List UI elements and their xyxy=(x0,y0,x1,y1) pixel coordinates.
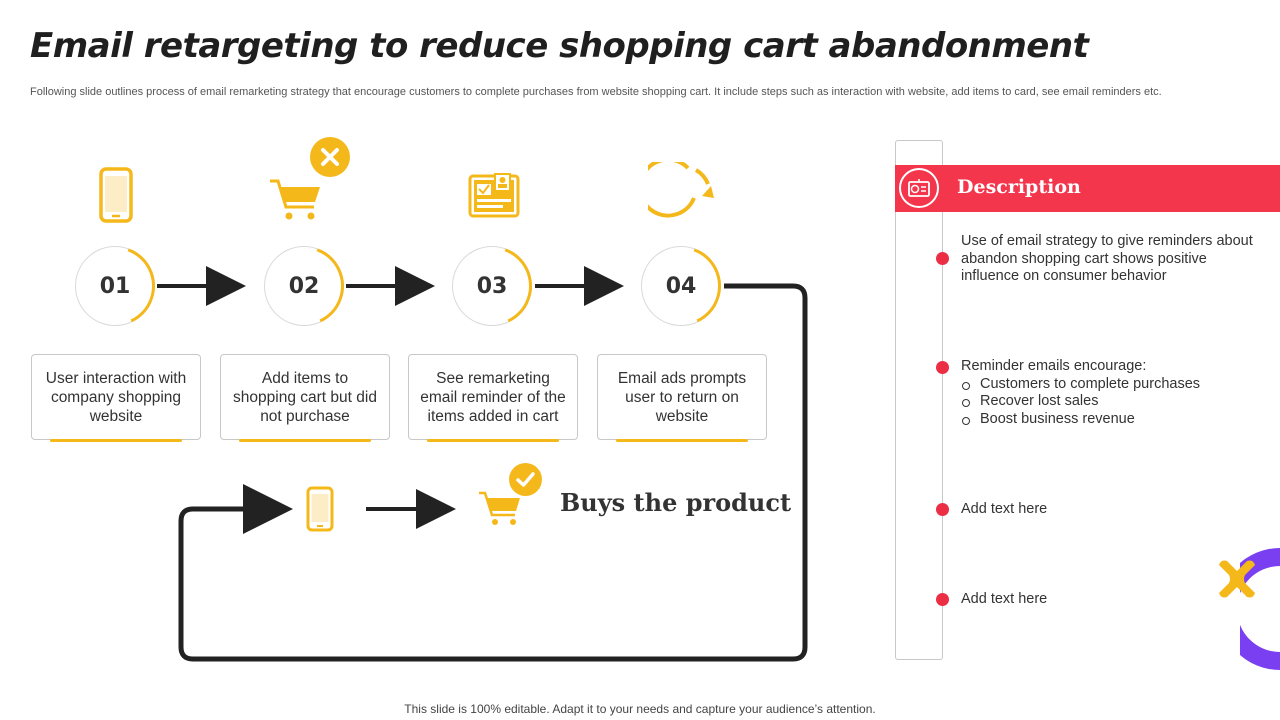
sub-list-item: Customers to complete purchases xyxy=(961,376,1261,394)
step-box-02: Add items to shopping cart but did not p… xyxy=(220,354,390,442)
description-item-2-text: Reminder emails encourage: xyxy=(961,358,1147,374)
step-number-02: 02 xyxy=(264,246,344,326)
step-box-01: User interaction with company shopping w… xyxy=(31,354,201,442)
decorative-star-shape xyxy=(1219,560,1255,598)
footer-note: This slide is 100% editable. Adapt it to… xyxy=(404,702,876,716)
check-badge-icon xyxy=(509,463,542,496)
shopping-cart-small-icon xyxy=(479,491,520,525)
description-header: Description xyxy=(895,165,1280,212)
sub-list-item: Recover lost sales xyxy=(961,393,1261,411)
step-number-03: 03 xyxy=(452,246,532,326)
description-sub-list: Customers to complete purchases Recover … xyxy=(961,376,1261,429)
step-number-04: 04 xyxy=(641,246,721,326)
email-alert-icon xyxy=(899,168,939,208)
decorative-ring-shape xyxy=(1240,548,1280,670)
bullet-dot xyxy=(936,361,949,374)
step-box-04: Email ads prompts user to return on webs… xyxy=(597,354,767,442)
close-badge-icon xyxy=(310,137,350,177)
bullet-dot xyxy=(936,252,949,265)
description-item-1: Use of email strategy to give reminders … xyxy=(961,233,1253,284)
description-item-2: Reminder emails encourage: Customers to … xyxy=(961,358,1261,428)
sub-list-item: Boost business revenue xyxy=(961,411,1261,429)
description-item-3: Add text here xyxy=(961,501,1048,517)
mobile-phone-icon xyxy=(99,167,133,223)
email-reminder-icon xyxy=(468,173,520,218)
step-box-03: See remarketing email reminder of the it… xyxy=(408,354,578,442)
slide-title: Email retargeting to reduce shopping car… xyxy=(30,26,1089,66)
shopping-cart-icon xyxy=(270,179,320,220)
bullet-dot xyxy=(936,503,949,516)
outcome-label: Buys the product xyxy=(560,488,792,517)
description-panel xyxy=(895,140,943,660)
refresh-icon xyxy=(648,162,714,218)
bullet-dot xyxy=(936,593,949,606)
step-number-01: 01 xyxy=(75,246,155,326)
slide-subtitle: Following slide outlines process of emai… xyxy=(30,86,1162,98)
return-loop-line xyxy=(178,283,808,662)
description-item-4: Add text here xyxy=(961,591,1048,607)
description-title: Description xyxy=(957,176,1081,198)
mobile-phone-small-icon xyxy=(306,486,334,532)
